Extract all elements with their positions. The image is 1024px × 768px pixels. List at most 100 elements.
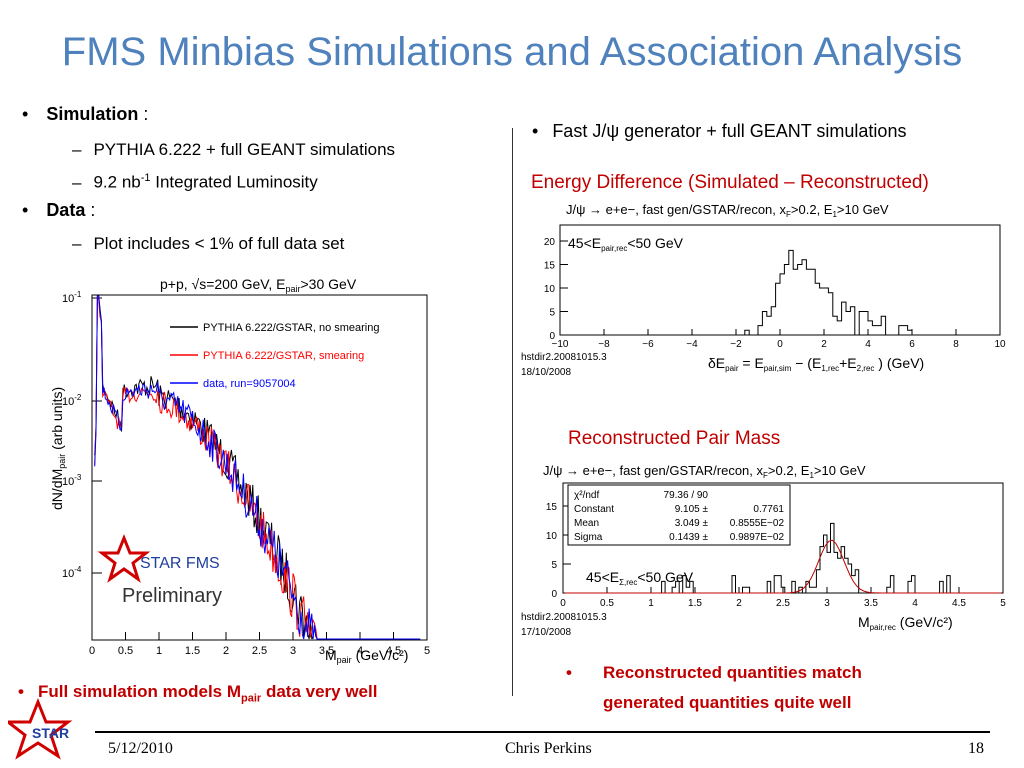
energy-xlabel: δEpair = Epair,sim − (E1,rec+E2,rec ) (G…: [708, 355, 924, 373]
mass-stat-error: 0.8555E−02: [730, 518, 785, 529]
mass-xtick-label: 2.5: [776, 598, 790, 609]
mpair-xtick-label: 3.5: [319, 645, 334, 657]
mpair-ylabel: dN/dMpair (arb units): [49, 387, 67, 510]
star-icon: [8, 698, 73, 760]
watermark-preliminary: Preliminary: [122, 585, 222, 607]
legend-label-data: data, run=9057004: [203, 378, 296, 390]
energy-axes: −10 −8 −6 −4 −2 0 2 4 6 8 10 0 5 10 15 20: [544, 237, 1006, 350]
mpair-plot: p+p, √s=200 GeV, Epair>30 GeV 0 0.5 1 1.5 2 2…: [49, 276, 430, 665]
mpair-xtick-label: 4: [357, 645, 363, 657]
watermark-star-fms: STAR FMS: [140, 555, 220, 572]
energy-xtick-label: 10: [994, 339, 1006, 350]
mass-xtick-label: 5: [1000, 598, 1006, 609]
energy-xtick-label: 0: [777, 339, 783, 350]
sim-item-1-text: PYTHIA 6.222 + full GEANT simulations: [93, 140, 396, 159]
mass-stat-error: 0.7761: [753, 504, 784, 515]
data-item-1: – Plot includes < 1% of full data set: [72, 234, 345, 253]
energy-xtick-label: −10: [552, 339, 569, 350]
mass-stats-box: χ²/ndf 79.36 / 90 Constant 9.105 ± 0.7761 Mea…: [567, 484, 791, 546]
mpair-xtick-label: 2.5: [252, 645, 267, 657]
energy-xtick-label: −2: [730, 339, 742, 350]
sim-item-2-text: 9.2 nb: [93, 172, 141, 192]
mass-ytick-label: 0: [551, 589, 557, 600]
mass-fit-curve: [564, 539, 1002, 594]
footer-page-number: 18: [968, 740, 984, 757]
g: χ²/ndf 79.36 / 90 Constant 9.105 ± 0.7761 Mea…: [574, 490, 784, 543]
right-conclusion-line1: Reconstructed quantities match: [603, 663, 862, 682]
mass-stat-name: Mean: [574, 518, 599, 529]
left-conclusion-sub: pair: [241, 692, 262, 705]
mpair-xtick-label: 5: [424, 645, 430, 657]
mpair-xtick-label: 0: [89, 645, 95, 657]
mpair-xtick-label: 1.5: [185, 645, 200, 657]
sim-item-2-exponent: -1: [140, 172, 151, 184]
legend-label-smear: PYTHIA 6.222/GSTAR, smearing: [203, 350, 364, 362]
energy-hist-line: [560, 249, 1000, 336]
sim-item-2-suffix: Integrated Luminosity: [150, 172, 318, 192]
mass-xtick-label: 0: [560, 598, 566, 609]
legend-label-nosmear: PYTHIA 6.222/GSTAR, no smearing: [203, 322, 379, 334]
bullet-data: • Data :: [22, 200, 96, 220]
mass-stat-value: 9.105 ±: [675, 504, 709, 515]
energy-ytick-label: 20: [544, 237, 556, 248]
star-logo: STAR: [8, 698, 73, 760]
footer-author: Chris Perkins: [505, 740, 592, 757]
sim-item-1: – PYTHIA 6.222 + full GEANT simulations: [72, 140, 396, 159]
energy-xtick-label: 8: [953, 339, 959, 350]
mass-stat-name: Constant: [574, 504, 614, 515]
mass-stat-error: 0.9897E−02: [730, 532, 785, 543]
sim-item-2: –9.2 nb-1 Integrated Luminosity: [72, 172, 318, 192]
energy-range-label: 45<Epair,rec<50 GeV: [568, 235, 684, 253]
simulation-colon: :: [138, 104, 149, 124]
mpair-series-line-2: [94, 295, 421, 640]
right-conclusion: • Reconstructed quantities match generat…: [566, 658, 862, 718]
mass-stat-value: 79.36 / 90: [664, 490, 709, 501]
mass-date-label: 17/10/2008: [521, 627, 571, 638]
mpair-series: [94, 295, 421, 640]
footer-date: 5/12/2010: [108, 740, 173, 757]
mpair-ytick-label: 10-4: [62, 565, 82, 580]
footer-rule: [95, 731, 990, 733]
mpair-ytick-label: 10-1: [62, 290, 82, 305]
mass-stat-value: 3.049 ±: [675, 518, 709, 529]
column-divider: [512, 128, 513, 696]
mass-axes: 0 0.5 1 1.5 2 2.5 3 3.5 4 4.5 5 0 5 10 15: [546, 502, 1006, 609]
energy-xtick-label: −8: [598, 339, 610, 350]
mpair-xtick-label: 3: [290, 645, 296, 657]
energy-plot-title: J/ψ → e+e−, fast gen/GSTAR/recon, xF>0.2…: [566, 202, 889, 219]
star-logo-text: STAR: [32, 725, 69, 741]
mpair-axes: 0 0.5 1 1.5 2 2.5 3 3.5 4 4.5 510-110-210-310-4: [62, 290, 430, 657]
mass-range-label: 45<EΣ,rec<50 GeV: [586, 569, 694, 587]
energy-xtick-label: 2: [821, 339, 827, 350]
left-conclusion-post: data very well: [261, 682, 378, 701]
mass-plot: J/ψ → e+e−, fast gen/GSTAR/recon, xF>0.2…: [521, 463, 1006, 638]
energy-ytick-label: 5: [549, 308, 555, 319]
mpair-xtick-label: 0.5: [118, 645, 133, 657]
data-colon: :: [85, 200, 96, 220]
mass-ytick-label: 15: [546, 502, 558, 513]
mass-xtick-label: 3: [824, 598, 830, 609]
fast-generator-text: Fast J/ψ generator + full GEANT simulati…: [552, 121, 907, 141]
energy-xtick-label: −4: [686, 339, 698, 350]
mass-xtick-label: 1: [648, 598, 654, 609]
star-logo-icon: [97, 533, 151, 583]
data-label: Data: [46, 200, 86, 220]
mass-plot-title: J/ψ → e+e−, fast gen/GSTAR/recon, xF>0.2…: [543, 463, 866, 480]
svg-text:dN/dMpair (arb units): dN/dMpair (arb units): [49, 387, 67, 510]
energy-xtick-label: 6: [909, 339, 915, 350]
star-fms-watermark: STAR FMS Preliminary: [97, 533, 222, 607]
mpair-xtick-label: 1: [156, 645, 162, 657]
mass-xtick-label: 4: [912, 598, 918, 609]
bullet-simulation: • Simulation :: [22, 104, 149, 124]
energy-file-label: hstdir2.20081015.3: [521, 352, 607, 363]
energy-ytick-label: 0: [549, 331, 555, 342]
slide-title: FMS Minbias Simulations and Association …: [61, 30, 963, 74]
mass-xtick-label: 0.5: [600, 598, 614, 609]
energy-plot: J/ψ → e+e−, fast gen/GSTAR/recon, xF>0.2…: [521, 202, 1006, 378]
mass-xlabel: Mpair,rec (GeV/c²): [858, 614, 953, 632]
left-conclusion: • Full simulation models Mpair data very …: [18, 682, 378, 705]
mpair-legend: PYTHIA 6.222/GSTAR, no smearing PYTHIA 6…: [170, 322, 379, 390]
mass-xtick-label: 2: [736, 598, 742, 609]
simulation-label: Simulation: [46, 104, 139, 124]
energy-xtick-label: −6: [642, 339, 654, 350]
